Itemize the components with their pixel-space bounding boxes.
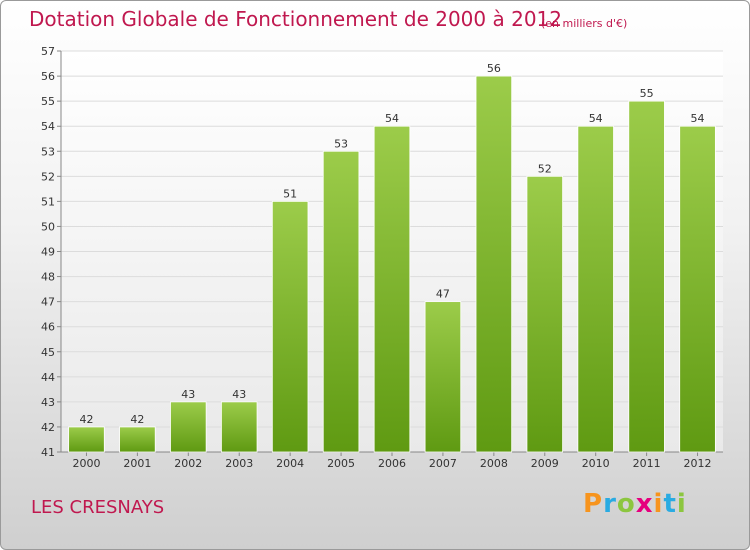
chart-subtitle: (en milliers d'€) [541, 17, 628, 30]
y-tick-label: 45 [41, 346, 55, 359]
data-label: 51 [283, 187, 297, 200]
x-tick-label: 2012 [684, 457, 712, 470]
y-tick-label: 48 [41, 271, 55, 284]
data-label: 55 [640, 87, 654, 100]
data-label: 47 [436, 288, 450, 301]
bar [119, 426, 156, 453]
logo-letter: o [616, 489, 636, 519]
bar [322, 150, 360, 453]
x-tick-label: 2011 [633, 457, 661, 470]
x-tick-label: 2008 [480, 457, 508, 470]
y-tick-label: 42 [41, 421, 55, 434]
logo-letter: i [676, 489, 687, 519]
bar [373, 125, 411, 453]
data-label: 43 [232, 388, 246, 401]
x-tick-label: 2007 [429, 457, 457, 470]
bar [475, 75, 513, 453]
bar [170, 401, 207, 453]
y-tick-label: 56 [41, 70, 55, 83]
logo-letter: x [635, 489, 654, 519]
y-tick-label: 50 [41, 220, 55, 233]
bar [424, 301, 462, 453]
data-label: 54 [589, 112, 603, 125]
bar [221, 401, 258, 453]
data-label: 43 [181, 388, 195, 401]
x-tick-label: 2000 [72, 457, 100, 470]
y-tick-label: 47 [41, 296, 55, 309]
logo-letter: P [583, 489, 604, 519]
data-label: 42 [79, 413, 93, 426]
bar [577, 125, 614, 453]
proxiti-logo: Proxiti [583, 489, 687, 519]
chart-title: Dotation Globale de Fonctionnement de 20… [29, 7, 562, 31]
y-tick-label: 57 [41, 45, 55, 58]
bar [628, 100, 665, 453]
data-label: 54 [691, 112, 705, 125]
y-tick-label: 41 [41, 446, 55, 459]
y-tick-label: 44 [41, 371, 55, 384]
data-label: 54 [385, 112, 399, 125]
bar [526, 175, 563, 453]
y-tick-label: 49 [41, 246, 55, 259]
bar [68, 426, 105, 453]
logo-letter: t [663, 489, 677, 519]
logo-letter: r [603, 489, 617, 519]
y-tick-label: 43 [41, 396, 55, 409]
y-tick-label: 54 [41, 120, 55, 133]
x-tick-label: 2001 [123, 457, 151, 470]
y-tick-label: 51 [41, 195, 55, 208]
y-tick-label: 46 [41, 321, 55, 334]
bar [679, 125, 716, 453]
y-tick-label: 53 [41, 145, 55, 158]
data-label: 53 [334, 137, 348, 150]
x-tick-label: 2002 [174, 457, 202, 470]
bar [271, 200, 309, 453]
x-tick-label: 2006 [378, 457, 406, 470]
data-label: 52 [538, 162, 552, 175]
x-tick-label: 2005 [327, 457, 355, 470]
logo-letter: i [653, 489, 664, 519]
x-tick-label: 2004 [276, 457, 304, 470]
y-tick-label: 55 [41, 95, 55, 108]
y-tick-label: 52 [41, 170, 55, 183]
x-tick-label: 2010 [582, 457, 610, 470]
data-label: 42 [130, 413, 144, 426]
x-tick-label: 2003 [225, 457, 253, 470]
x-tick-label: 2009 [531, 457, 559, 470]
data-label: 56 [487, 62, 501, 75]
commune-name: LES CRESNAYS [31, 497, 165, 518]
